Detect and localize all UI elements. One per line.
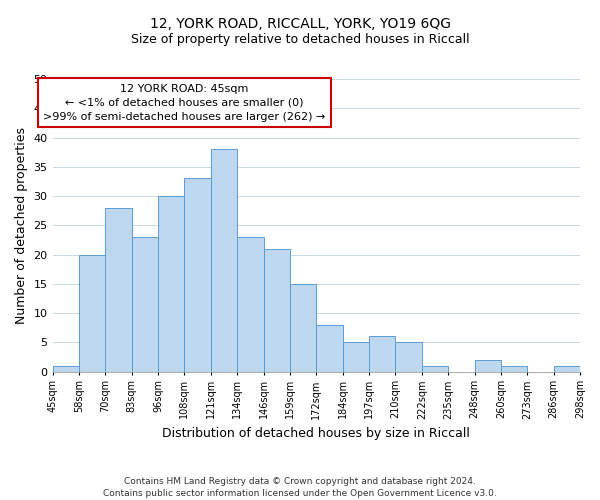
X-axis label: Distribution of detached houses by size in Riccall: Distribution of detached houses by size … <box>163 427 470 440</box>
Text: 12, YORK ROAD, RICCALL, YORK, YO19 6QG: 12, YORK ROAD, RICCALL, YORK, YO19 6QG <box>149 18 451 32</box>
Y-axis label: Number of detached properties: Number of detached properties <box>15 127 28 324</box>
Bar <box>395 342 422 372</box>
Bar <box>237 237 263 372</box>
Bar <box>184 178 211 372</box>
Bar <box>343 342 369 372</box>
Bar <box>158 196 184 372</box>
Text: 12 YORK ROAD: 45sqm
← <1% of detached houses are smaller (0)
>99% of semi-detach: 12 YORK ROAD: 45sqm ← <1% of detached ho… <box>43 84 326 122</box>
Bar <box>369 336 395 372</box>
Bar <box>316 324 343 372</box>
Text: Contains public sector information licensed under the Open Government Licence v3: Contains public sector information licen… <box>103 489 497 498</box>
Bar <box>53 366 79 372</box>
Bar <box>79 254 105 372</box>
Bar <box>105 208 131 372</box>
Bar <box>501 366 527 372</box>
Bar <box>131 237 158 372</box>
Bar <box>422 366 448 372</box>
Text: Contains HM Land Registry data © Crown copyright and database right 2024.: Contains HM Land Registry data © Crown c… <box>124 478 476 486</box>
Bar <box>475 360 501 372</box>
Bar <box>554 366 580 372</box>
Bar <box>211 149 237 372</box>
Text: Size of property relative to detached houses in Riccall: Size of property relative to detached ho… <box>131 32 469 46</box>
Bar <box>263 248 290 372</box>
Bar <box>290 284 316 372</box>
